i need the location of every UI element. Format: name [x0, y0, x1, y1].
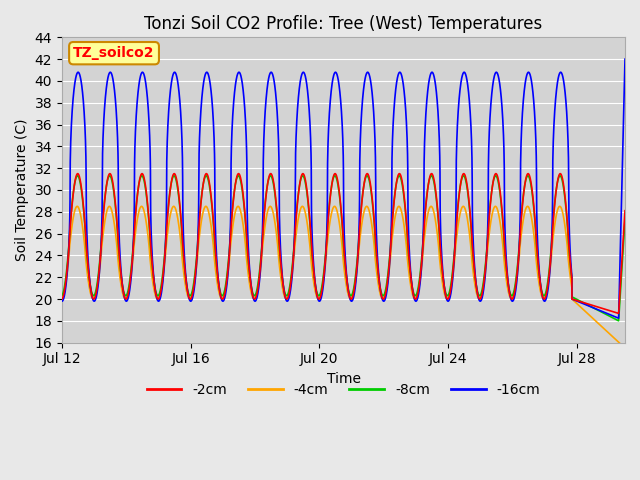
- X-axis label: Time: Time: [326, 372, 360, 386]
- Legend: -2cm, -4cm, -8cm, -16cm: -2cm, -4cm, -8cm, -16cm: [141, 378, 546, 403]
- Title: Tonzi Soil CO2 Profile: Tree (West) Temperatures: Tonzi Soil CO2 Profile: Tree (West) Temp…: [145, 15, 543, 33]
- Y-axis label: Soil Temperature (C): Soil Temperature (C): [15, 119, 29, 261]
- Text: TZ_soilco2: TZ_soilco2: [74, 46, 155, 60]
